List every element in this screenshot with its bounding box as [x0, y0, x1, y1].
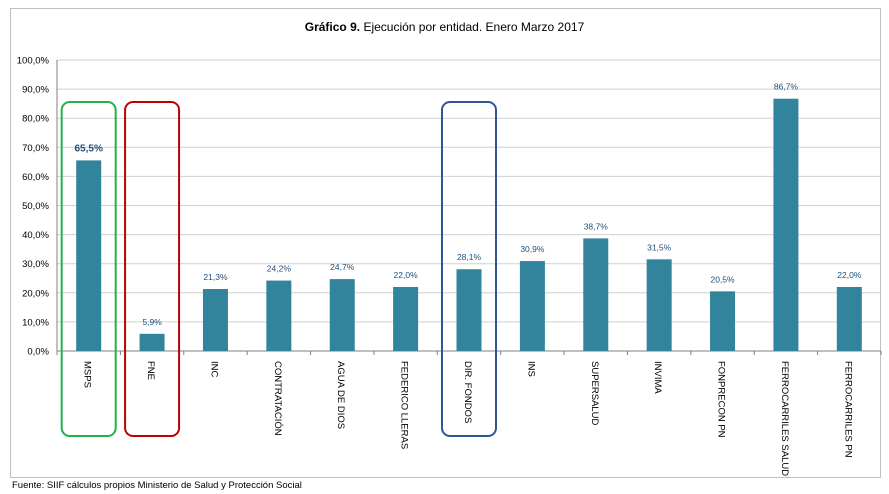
data-label: 86,7%	[774, 82, 799, 92]
y-tick-label: 50,0%	[22, 201, 49, 212]
bar	[456, 269, 482, 351]
highlight-box	[124, 101, 181, 437]
data-label: 31,5%	[647, 242, 672, 252]
y-tick-label: 0,0%	[27, 347, 49, 358]
y-tick-label: 10,0%	[22, 317, 49, 328]
chart-title-rest: Ejecución por entidad. Enero Marzo 2017	[360, 20, 585, 34]
source-note: Fuente: SIIF cálculos propios Ministerio…	[12, 480, 302, 491]
y-tick-label: 30,0%	[22, 259, 49, 270]
x-tick-label: FEDERICO LLERAS	[399, 361, 410, 449]
x-tick-label: INS	[525, 361, 536, 377]
data-label: 38,7%	[584, 221, 609, 231]
x-tick-label: CONTRATACIÓN	[272, 361, 283, 436]
data-label: 22,0%	[837, 270, 862, 280]
data-label: 5,9%	[142, 317, 162, 327]
x-tick-label: FNE	[145, 361, 156, 380]
data-label: 24,7%	[330, 262, 355, 272]
chart-frame	[10, 8, 881, 478]
x-tick-label: FERROCARRILES SALUD	[779, 361, 790, 476]
bar	[836, 286, 862, 351]
bar	[329, 279, 355, 351]
data-label: 30,9%	[520, 244, 545, 254]
data-label: 24,2%	[267, 264, 292, 274]
x-tick-label: AGUA DE DIOS	[335, 361, 346, 429]
data-label: 21,3%	[203, 272, 228, 282]
x-tick-label: INVIMA	[652, 361, 663, 394]
bar	[583, 238, 609, 351]
chart-title-bold: Gráfico 9.	[304, 20, 361, 34]
highlight-box	[60, 101, 117, 437]
x-tick-label: FONPRECON PN	[716, 361, 727, 438]
bar	[646, 259, 672, 351]
x-tick-label: FERROCARRILES PN	[842, 361, 853, 458]
y-tick-label: 60,0%	[22, 172, 49, 183]
bar	[393, 286, 419, 351]
bar	[139, 333, 165, 351]
bar	[519, 261, 545, 351]
y-tick-label: 20,0%	[22, 288, 49, 299]
data-label: 22,0%	[394, 270, 419, 280]
x-tick-label: INC	[208, 361, 219, 378]
data-label: 65,5%	[75, 143, 103, 154]
data-label: 28,1%	[457, 252, 482, 262]
bar	[710, 291, 736, 351]
y-tick-label: 40,0%	[22, 230, 49, 241]
bar	[266, 280, 292, 351]
y-tick-label: 80,0%	[22, 114, 49, 125]
y-tick-label: 70,0%	[22, 143, 49, 154]
bar	[773, 98, 799, 351]
y-tick-label: 100,0%	[17, 56, 50, 67]
bar	[202, 289, 228, 351]
x-tick-label: DIR. FONDOS	[462, 361, 473, 423]
bar	[76, 160, 102, 351]
x-tick-label: SUPERSALUD	[589, 361, 600, 426]
y-tick-label: 90,0%	[22, 85, 49, 96]
x-tick-label: MSPS	[82, 361, 93, 388]
chart-title: Gráfico 9. Ejecución por entidad. Enero …	[0, 20, 889, 34]
highlight-box	[441, 101, 497, 437]
data-label: 20,5%	[710, 274, 735, 284]
